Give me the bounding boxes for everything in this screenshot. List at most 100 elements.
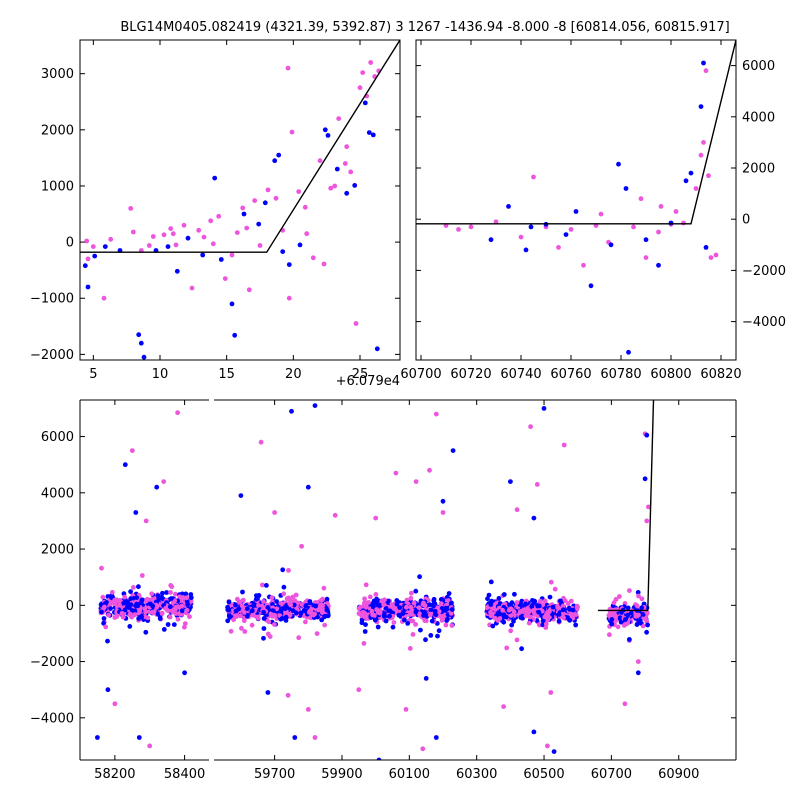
data-point-blue bbox=[132, 608, 138, 614]
data-point-blue bbox=[229, 301, 235, 307]
data-point-pink bbox=[504, 645, 510, 651]
data-point-blue bbox=[625, 605, 631, 611]
data-point-blue bbox=[628, 610, 634, 616]
data-point-pink bbox=[448, 611, 454, 616]
data-point-pink bbox=[256, 603, 261, 608]
data-point-blue bbox=[276, 152, 282, 158]
data-point-pink bbox=[367, 594, 373, 600]
data-point-pink bbox=[296, 189, 302, 195]
data-point-pink bbox=[108, 236, 114, 242]
data-point-pink bbox=[184, 595, 190, 601]
data-point-pink bbox=[189, 285, 195, 291]
data-point-blue bbox=[529, 604, 535, 610]
y-tick-label: 1000 bbox=[41, 179, 74, 194]
y-tick-label: −1000 bbox=[30, 292, 74, 307]
data-point-pink bbox=[519, 608, 524, 614]
data-point-pink bbox=[265, 187, 271, 193]
data-point-pink bbox=[320, 603, 325, 609]
data-point-blue bbox=[136, 735, 142, 740]
data-point-pink bbox=[492, 615, 498, 621]
data-point-blue bbox=[236, 606, 242, 612]
data-point-pink bbox=[163, 605, 169, 611]
data-point-blue bbox=[496, 596, 502, 601]
data-point-pink bbox=[366, 600, 371, 605]
data-point-blue bbox=[645, 622, 650, 628]
data-point-blue bbox=[256, 221, 262, 227]
data-point-pink bbox=[289, 129, 295, 135]
data-point-blue bbox=[307, 599, 313, 604]
data-point-pink bbox=[317, 158, 323, 164]
data-point-pink bbox=[413, 622, 418, 627]
data-point-blue bbox=[366, 130, 372, 136]
data-point-blue bbox=[262, 200, 268, 206]
data-point-pink bbox=[706, 173, 711, 179]
data-point-blue bbox=[446, 591, 452, 596]
data-point-pink bbox=[114, 597, 119, 603]
data-point-pink bbox=[500, 607, 505, 613]
data-point-blue bbox=[372, 617, 378, 623]
x-tick-label: 25 bbox=[352, 367, 369, 382]
data-point-pink bbox=[555, 605, 560, 610]
data-point-blue bbox=[536, 609, 542, 615]
data-point-pink bbox=[373, 515, 379, 521]
data-point-blue bbox=[283, 614, 289, 620]
data-point-blue bbox=[501, 612, 507, 618]
data-point-blue bbox=[256, 593, 262, 598]
data-point-pink bbox=[607, 632, 612, 638]
data-point-pink bbox=[342, 161, 348, 166]
data-point-pink bbox=[568, 598, 574, 604]
data-point-pink bbox=[332, 183, 338, 189]
data-point-blue bbox=[703, 245, 709, 250]
data-point-pink bbox=[436, 609, 442, 614]
data-point-blue bbox=[485, 596, 490, 602]
data-point-blue bbox=[429, 618, 435, 624]
data-point-pink bbox=[531, 608, 536, 613]
data-point-blue bbox=[241, 211, 247, 217]
data-point-pink bbox=[137, 607, 143, 613]
data-point-pink bbox=[635, 659, 641, 664]
data-point-pink bbox=[90, 244, 96, 250]
data-point-blue bbox=[616, 161, 621, 167]
data-point-pink bbox=[644, 518, 650, 524]
data-point-blue bbox=[105, 687, 111, 693]
data-point-pink bbox=[638, 196, 644, 202]
data-point-blue bbox=[362, 629, 368, 634]
data-point-pink bbox=[285, 692, 291, 698]
y-tick-label: −2000 bbox=[742, 264, 786, 279]
data-point-pink bbox=[438, 601, 444, 606]
data-point-blue bbox=[438, 597, 444, 602]
data-point-blue bbox=[512, 591, 517, 597]
data-point-pink bbox=[443, 622, 449, 628]
top-right-panel: 60700 60720 60740 60760 60780 60800 60820 −4000… bbox=[400, 39, 786, 382]
plot-frame bbox=[415, 39, 737, 361]
data-point-pink bbox=[187, 614, 192, 620]
data-point-blue bbox=[418, 627, 423, 633]
data-point-pink bbox=[363, 582, 369, 588]
data-point-blue bbox=[417, 574, 422, 580]
data-point-blue bbox=[188, 592, 194, 597]
data-point-pink bbox=[336, 116, 342, 121]
data-point-pink bbox=[321, 261, 327, 267]
y-tick-label: 6000 bbox=[742, 59, 775, 74]
data-point-pink bbox=[538, 598, 543, 604]
data-point-pink bbox=[246, 287, 252, 293]
data-point-blue bbox=[125, 604, 130, 610]
data-point-blue bbox=[136, 584, 141, 590]
data-point-pink bbox=[159, 610, 165, 616]
data-point-blue bbox=[374, 346, 380, 352]
data-point-blue bbox=[449, 600, 454, 606]
data-point-blue bbox=[325, 133, 331, 138]
y-tick-label: 0 bbox=[66, 236, 74, 251]
data-point-blue bbox=[639, 605, 645, 611]
data-point-blue bbox=[261, 609, 266, 615]
data-point-blue bbox=[440, 498, 446, 504]
data-point-blue bbox=[171, 622, 177, 627]
data-point-pink bbox=[119, 610, 125, 616]
top-left-panel: 5 10 15 20 25 −2000 −1000 0 1000 2000 3000 bbox=[30, 39, 401, 382]
data-point-blue bbox=[303, 603, 309, 609]
data-point-blue bbox=[289, 408, 294, 414]
y-tick-label: 0 bbox=[742, 213, 750, 228]
top-left-model-line bbox=[80, 40, 400, 253]
data-point-pink bbox=[167, 614, 173, 620]
data-point-pink bbox=[320, 596, 325, 602]
